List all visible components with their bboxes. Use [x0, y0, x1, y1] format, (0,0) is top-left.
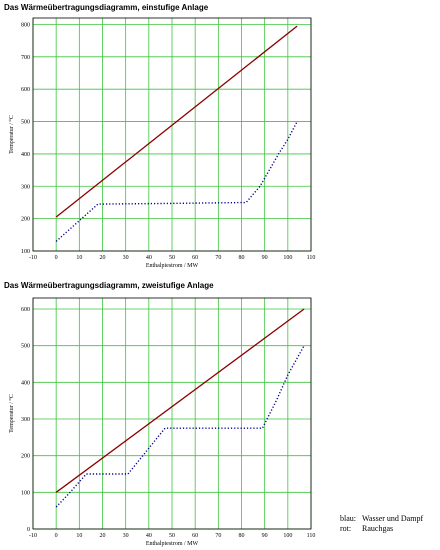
chart-2-series-blue: [55, 345, 305, 508]
chart-1-ylabel: Temperatur / °C: [8, 115, 15, 154]
chart-2-xtick-label-9: 80: [239, 533, 245, 539]
chart-2-ytick-label-6: 600: [21, 307, 30, 313]
chart-2-xlabel: Enthalpiestrom / MW: [146, 541, 199, 547]
chart-1-xtick-label-4: 30: [123, 255, 129, 261]
chart-1-ytick-label-6: 700: [21, 55, 30, 61]
chart-2-ytick-label-3: 300: [21, 417, 30, 423]
legend-key-red: rot:: [340, 524, 352, 533]
chart-2-ytick-label-0: 0: [27, 527, 30, 533]
chart-1-xtick-label-3: 20: [100, 255, 106, 261]
chart-1-ytick-label-2: 300: [21, 184, 30, 190]
legend-row-blue: blau: Wasser und Dampf: [340, 514, 423, 524]
chart-1-xtick-label-12: 110: [307, 255, 316, 261]
chart-1-xtick-label-5: 40: [146, 255, 152, 261]
chart-2-ytick-label-4: 400: [21, 380, 30, 386]
chart-1-series-red: [55, 25, 298, 218]
chart-1-ytick-label-0: 100: [21, 249, 30, 255]
chart-1-xtick-label-6: 50: [169, 255, 175, 261]
chart-1-xtick-label-2: 10: [76, 255, 82, 261]
legend-text-red: Rauchgas: [362, 524, 394, 533]
chart-2-xtick-label-2: 10: [76, 533, 82, 539]
chart-2-ylabel: Temperatur / °C: [8, 394, 15, 433]
chart-2-xtick-label-8: 70: [215, 533, 221, 539]
chart-1-ytick-label-4: 500: [21, 120, 30, 126]
chart-2-xtick-label-1: 0: [55, 533, 58, 539]
chart-2-xtick-label-12: 110: [307, 533, 316, 539]
chart-2-xtick-label-5: 40: [146, 533, 152, 539]
legend: blau: Wasser und Dampf rot: Rauchgas: [340, 514, 423, 534]
legend-text-blue: Wasser und Dampf: [362, 514, 424, 523]
chart-1-xtick-label-1: 0: [55, 255, 58, 261]
chart-1-xlabel: Enthalpiestrom / MW: [146, 263, 199, 269]
legend-key-blue: blau:: [340, 514, 356, 523]
chart-2-xtick-label-3: 20: [100, 533, 106, 539]
chart-2-xtick-label-4: 30: [123, 533, 129, 539]
chart-2-ytick-label-2: 200: [21, 454, 30, 460]
chart-1-xtick-label-11: 100: [283, 255, 292, 261]
chart-1-ytick-label-3: 400: [21, 152, 30, 158]
chart-1-xtick-label-9: 80: [239, 255, 245, 261]
chart-2-xtick-label-11: 100: [283, 533, 292, 539]
chart-1-series-blue: [55, 121, 298, 242]
chart-1: -10 0 10 20 30 40 50 60 70 80 90 100 110 100 200 300 400…: [8, 17, 316, 269]
chart-1-xtick-label-7: 60: [192, 255, 198, 261]
chart-2-xtick-label-10: 90: [262, 533, 268, 539]
chart-2-xtick-label-0: -10: [29, 533, 37, 539]
chart-2-xtick-label-6: 50: [169, 533, 175, 539]
chart-1-ytick-label-1: 200: [21, 217, 30, 223]
chart-1-ytick-label-7: 800: [21, 22, 30, 28]
chart-2-xtick-label-7: 60: [192, 533, 198, 539]
chart-2-title: Das Wärmeübertragungsdiagramm, zweistufi…: [4, 281, 214, 290]
chart-2-ytick-label-5: 500: [21, 344, 30, 350]
legend-row-red: rot: Rauchgas: [340, 524, 423, 534]
chart-1-xtick-label-8: 70: [215, 255, 221, 261]
chart-1-ytick-label-5: 600: [21, 87, 30, 93]
chart-1-xtick-label-0: -10: [29, 255, 37, 261]
chart-2-ytick-label-1: 100: [21, 490, 30, 496]
chart-1-xtick-label-10: 90: [262, 255, 268, 261]
chart-2-series-red: [55, 308, 305, 493]
chart-1-frame: [32, 17, 312, 252]
chart-1-title: Das Wärmeübertragungsdiagramm, einstufig…: [4, 3, 209, 12]
chart-2-frame: [32, 297, 312, 530]
